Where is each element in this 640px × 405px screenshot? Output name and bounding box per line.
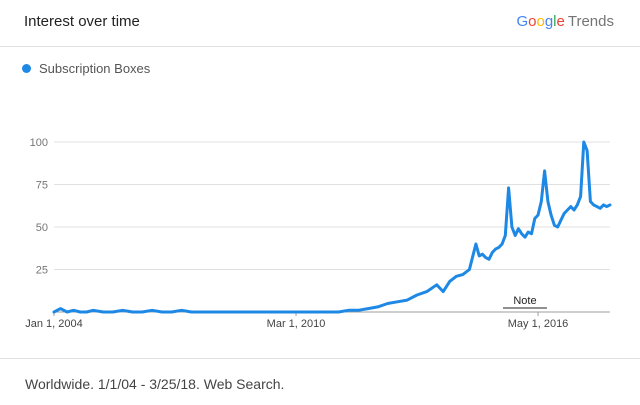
y-tick-label: 50 <box>36 222 48 234</box>
footer-divider <box>0 358 640 359</box>
y-tick-label: 75 <box>36 180 48 192</box>
y-tick-label: 25 <box>36 265 48 277</box>
y-tick-label: 100 <box>30 137 48 149</box>
note-label[interactable]: Note <box>513 295 536 307</box>
series-line-subscription-boxes[interactable] <box>52 140 612 314</box>
chart-legend[interactable]: Subscription Boxes <box>22 61 150 76</box>
series-layer[interactable] <box>52 140 612 314</box>
grid-lines <box>54 141 610 313</box>
brand-letter: l <box>553 13 557 30</box>
brand-letter: o <box>528 13 537 30</box>
x-tick-label: May 1, 2016 <box>508 318 569 330</box>
card-header: Interest over time Google Trends <box>0 0 640 47</box>
y-axis-ticks: 25 50 75 100 <box>30 137 48 277</box>
line-chart[interactable]: 25 50 75 100 Jan 1, 2004 Mar 1, 2010 May 1, 2… <box>0 120 640 330</box>
x-tick-label: Mar 1, 2010 <box>267 318 326 330</box>
brand-letter: e <box>556 13 565 30</box>
legend-label: Subscription Boxes <box>39 61 151 76</box>
x-tick-label: Jan 1, 2004 <box>25 318 83 330</box>
brand-letter: g <box>544 13 554 30</box>
legend-marker <box>22 64 31 73</box>
footer-caption: Worldwide. 1/1/04 - 3/25/18. Web Search. <box>25 376 285 392</box>
x-axis-ticks: Jan 1, 2004 Mar 1, 2010 May 1, 2016 <box>25 312 568 330</box>
chart-title: Interest over time <box>24 13 140 30</box>
note-annotation[interactable]: Note <box>502 295 547 309</box>
brand-suffix: Trends <box>567 13 614 30</box>
brand-letter: G <box>516 13 529 30</box>
google-trends-logo[interactable]: Google Trends <box>516 13 614 30</box>
brand-letter: o <box>536 13 545 30</box>
